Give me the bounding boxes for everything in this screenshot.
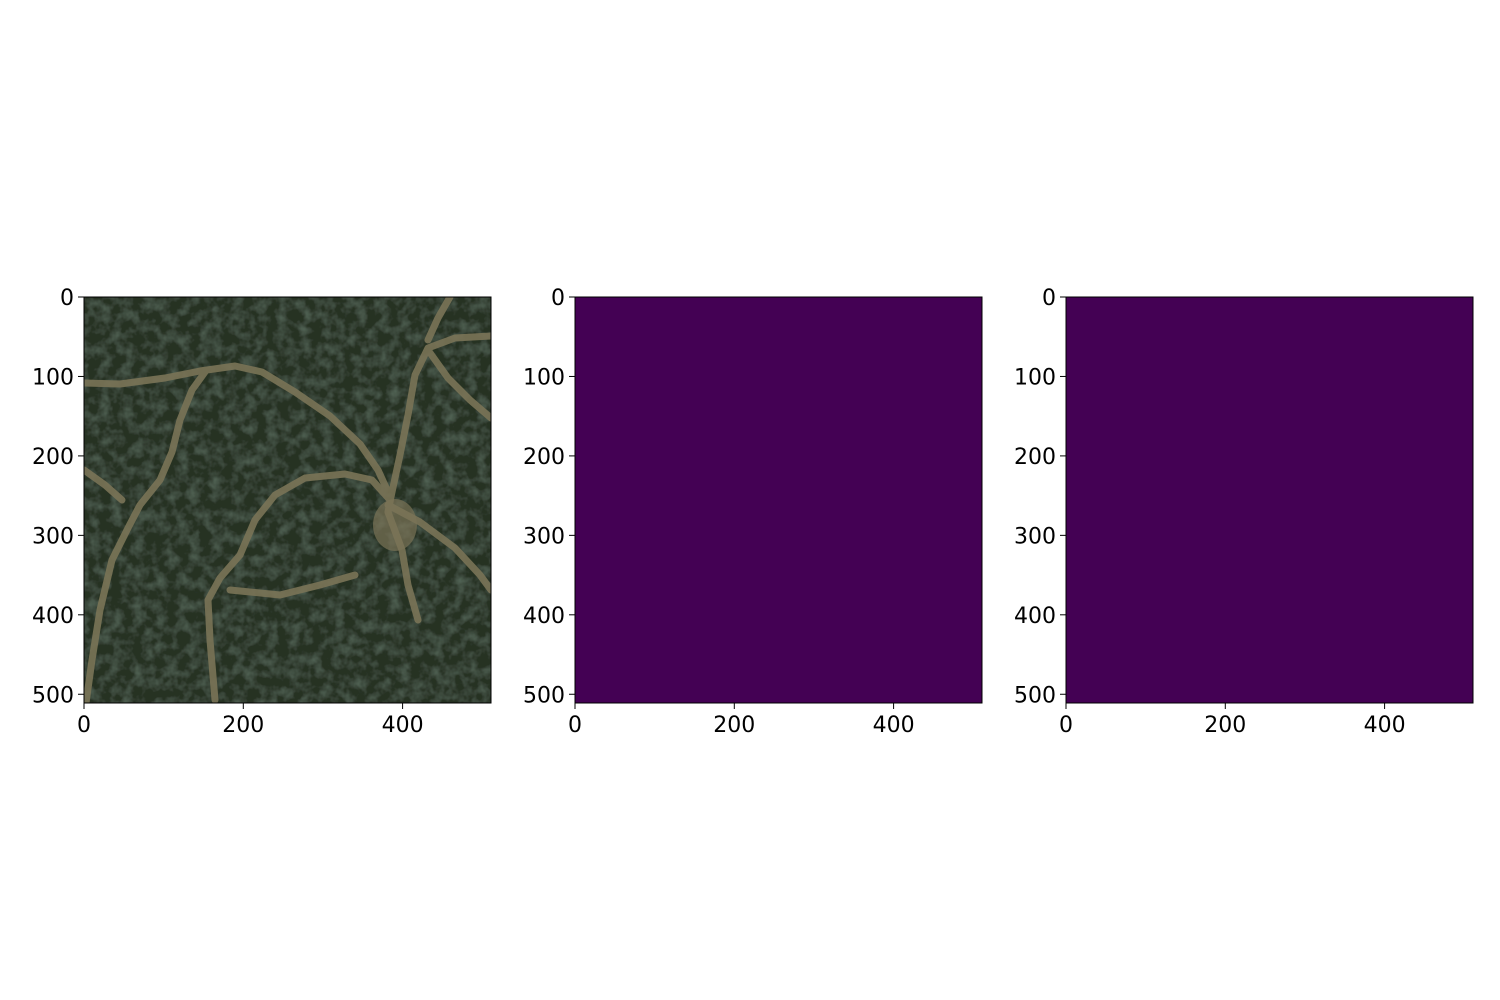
road (424, 346, 491, 422)
road (84, 466, 126, 504)
y-tick-label: 200 (523, 445, 565, 470)
axes-frame (574, 296, 983, 704)
y-tick-label: 100 (1014, 365, 1056, 390)
axes-1: 0 200 400 0 100 200 300 400 500 (523, 286, 983, 738)
aerial-image (84, 297, 491, 703)
y-tick-label: 0 (551, 286, 565, 311)
y-tick-label: 500 (523, 683, 565, 708)
x-tick-label: 200 (222, 713, 264, 738)
x-tick-label: 0 (1059, 713, 1073, 738)
road (424, 297, 454, 344)
axes-0: 0 200 400 0 100 200 300 400 500 (32, 286, 492, 738)
y-tick-label: 200 (1014, 445, 1056, 470)
y-tick-label: 300 (523, 524, 565, 549)
y-tick-label: 100 (32, 365, 74, 390)
panel-aerial-photo (84, 297, 491, 703)
heatmap-image (575, 297, 982, 703)
y-tick-label: 400 (1014, 604, 1056, 629)
panel-heatmap-2 (1066, 297, 1473, 703)
axes-frame (1065, 296, 1474, 704)
x-tick-label: 400 (1364, 713, 1406, 738)
road (384, 332, 491, 516)
x-tick-label: 200 (1204, 713, 1246, 738)
axes-frame (83, 296, 492, 704)
x-tick-label: 0 (568, 713, 582, 738)
y-tick-label: 500 (1014, 683, 1056, 708)
x-tick-label: 400 (873, 713, 915, 738)
y-tick-label: 400 (32, 604, 74, 629)
y-tick-label: 300 (1014, 524, 1056, 549)
road (204, 551, 244, 703)
x-tick-label: 400 (382, 713, 424, 738)
panel-heatmap-1 (575, 297, 982, 703)
road (84, 368, 209, 703)
road (84, 362, 392, 496)
y-tick-label: 100 (523, 365, 565, 390)
x-tick-label: 200 (713, 713, 755, 738)
heatmap-image (1066, 297, 1473, 703)
axes-2: 0 200 400 0 100 200 300 400 500 (1014, 286, 1474, 738)
y-tick-label: 0 (60, 286, 74, 311)
y-tick-label: 200 (32, 445, 74, 470)
road (226, 571, 359, 599)
y-tick-label: 400 (523, 604, 565, 629)
y-tick-label: 0 (1042, 286, 1056, 311)
x-tick-label: 0 (77, 713, 91, 738)
clearing (373, 499, 417, 551)
y-tick-label: 500 (32, 683, 74, 708)
road (236, 470, 394, 559)
y-tick-label: 300 (32, 524, 74, 549)
